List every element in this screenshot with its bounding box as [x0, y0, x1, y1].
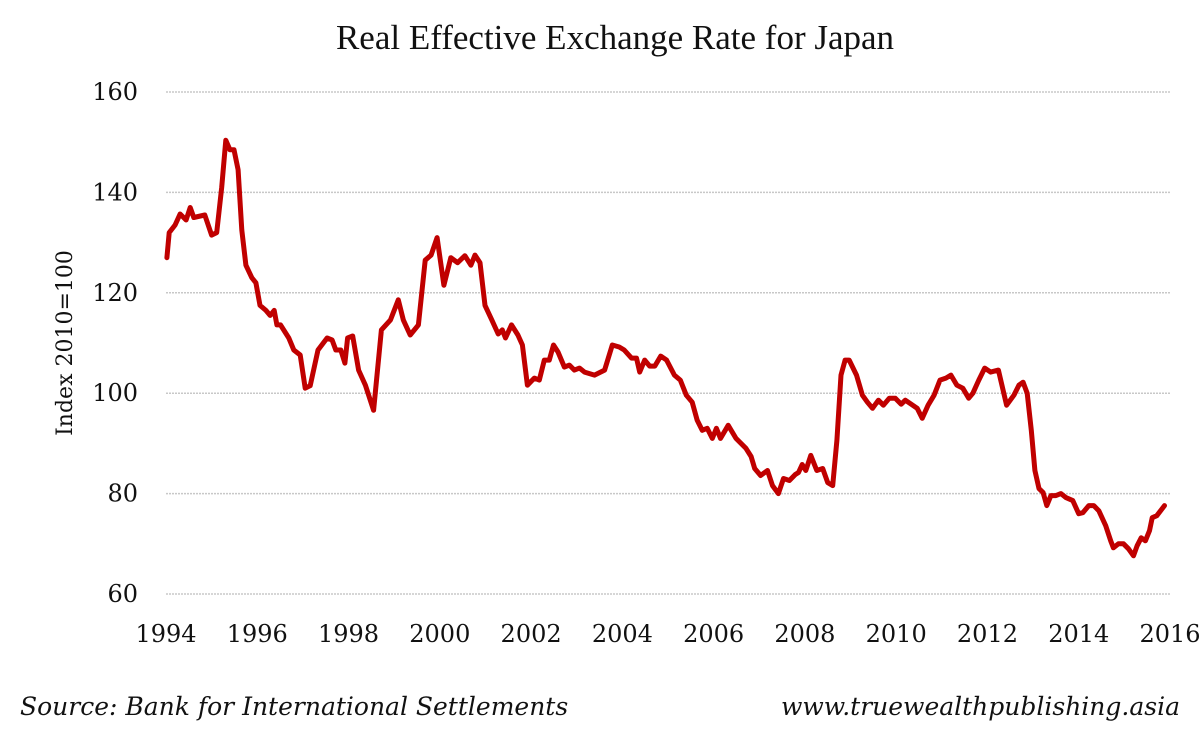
x-axis-ticks: 1994 1996 1998 2000 2002 2004 2006 2008 2010 2012…: [135, 620, 1200, 648]
y-tick-label: 60: [107, 580, 138, 608]
y-tick-label: 120: [92, 279, 138, 307]
y-tick-label: 140: [92, 178, 138, 206]
y-tick-label: 160: [92, 78, 138, 106]
x-tick-label: 2012: [957, 620, 1018, 648]
x-tick-label: 2014: [1048, 620, 1109, 648]
series-layer: [164, 137, 1167, 559]
y-axis-label: Index 2010=100: [53, 250, 78, 436]
gridlines: [166, 91, 1170, 595]
x-tick-label: 2002: [501, 620, 562, 648]
x-tick-label: 2006: [683, 620, 744, 648]
x-tick-label: 1994: [135, 620, 196, 648]
y-tick-label: 80: [107, 480, 138, 508]
source-note: Source: Bank for International Settlemen…: [20, 692, 569, 721]
x-tick-label: 1996: [227, 620, 288, 648]
chart-title: Real Effective Exchange Rate for Japan: [335, 18, 895, 57]
y-tick-label: 100: [92, 379, 138, 407]
y-axis-ticks: 60 80 100 120 140 160: [92, 78, 138, 608]
x-tick-label: 2008: [774, 620, 835, 648]
x-tick-label: 1998: [318, 620, 379, 648]
series-line: [164, 137, 1167, 559]
x-tick-label: 2004: [592, 620, 653, 648]
x-tick-label: 2016: [1139, 620, 1200, 648]
x-tick-label: 2000: [409, 620, 470, 648]
x-tick-label: 2010: [866, 620, 927, 648]
website-link[interactable]: www.truewealthpublishing.asia: [780, 692, 1180, 721]
